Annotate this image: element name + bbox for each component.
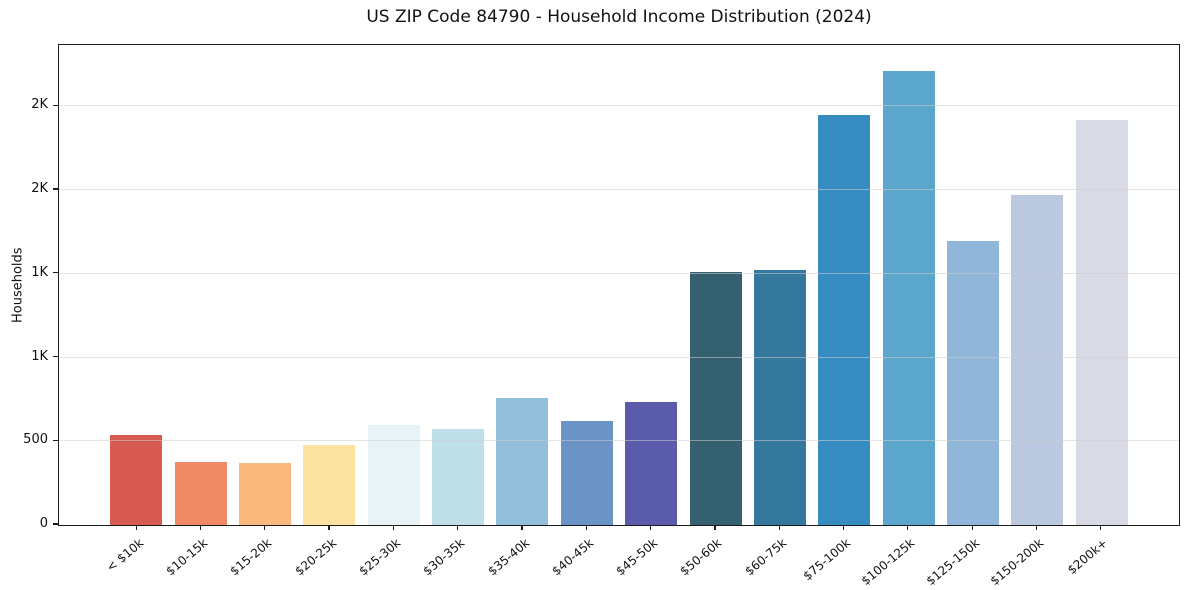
bar-slot-25-30k [362, 45, 426, 525]
y-axis-label: Households [10, 247, 26, 323]
x-tick-mark [714, 525, 716, 530]
bar-slot-40-45k [555, 45, 619, 525]
bar-20-25k [303, 444, 356, 525]
bar-slot-35-40k [490, 45, 554, 525]
x-tick-mark [907, 525, 909, 530]
bar-15-20k [238, 462, 291, 525]
x-tick-mark [264, 525, 266, 530]
bar-slot-150-200k [1005, 45, 1069, 525]
bar-slot-50-60k [683, 45, 747, 525]
bar-30-35k [432, 428, 485, 525]
bar-slot-20-25k [297, 45, 361, 525]
bar-100-125k [882, 70, 935, 525]
x-tick-mark [1100, 525, 1102, 530]
y-tick-mark [52, 439, 58, 441]
bar-10k [110, 435, 163, 525]
y-tick-mark [52, 188, 58, 190]
y-tick-label: 1K [31, 348, 48, 364]
x-tick-mark [521, 525, 523, 530]
y-tick-mark [52, 523, 58, 525]
bar-60-75k [753, 270, 806, 525]
x-tick-mark [842, 525, 845, 530]
y-tick-label: 2K [31, 97, 48, 113]
x-tick-mark [199, 525, 202, 530]
bar-75-100k [818, 115, 871, 525]
bar-150-200k [1011, 194, 1064, 525]
y-tick-label: 0 [39, 516, 48, 531]
bar-slot-10k [104, 45, 168, 525]
bar-45-50k [625, 401, 678, 525]
x-tick-mark [778, 525, 780, 530]
x-tick-mark [457, 525, 459, 530]
y-tick-mark [52, 355, 58, 358]
y-tick-mark [52, 104, 58, 106]
bar-200k [1075, 120, 1128, 525]
x-tick-label-10k: < $10k [103, 535, 146, 575]
x-tick-mark [328, 525, 330, 530]
bar-35-40k [496, 398, 549, 525]
y-tick-label: 2K [31, 181, 48, 197]
bar-slot-45-50k [619, 45, 683, 525]
bar-25-30k [367, 424, 420, 525]
bar-slot-200k [1070, 45, 1134, 525]
y-tick-label: 1K [31, 264, 48, 280]
x-tick-mark [650, 525, 652, 530]
x-tick-mark [971, 525, 973, 530]
x-tick-mark [1035, 525, 1038, 530]
bars-layer [59, 45, 1179, 525]
bar-10-15k [174, 462, 227, 525]
bar-slot-100-125k [877, 45, 941, 525]
bar-slot-125-150k [941, 45, 1005, 525]
x-tick-mark [392, 525, 394, 530]
x-tick-mark [585, 525, 587, 530]
bar-slot-60-75k [748, 45, 812, 525]
bar-slot-75-100k [812, 45, 876, 525]
bar-50-60k [689, 271, 742, 525]
y-tick-label: 500 [23, 432, 48, 448]
bar-slot-15-20k [233, 45, 297, 525]
y-tick-mark [52, 272, 58, 274]
bar-125-150k [947, 240, 1000, 525]
plot-area: 0 500 1K 1K 2K 2K [23, 44, 1180, 531]
bar-slot-30-35k [426, 45, 490, 525]
bar-40-45k [560, 420, 613, 525]
chart-title: US ZIP Code 84790 - Household Income Dis… [366, 7, 872, 27]
bar-slot-10-15k [168, 45, 232, 525]
x-tick-mark [135, 525, 137, 530]
